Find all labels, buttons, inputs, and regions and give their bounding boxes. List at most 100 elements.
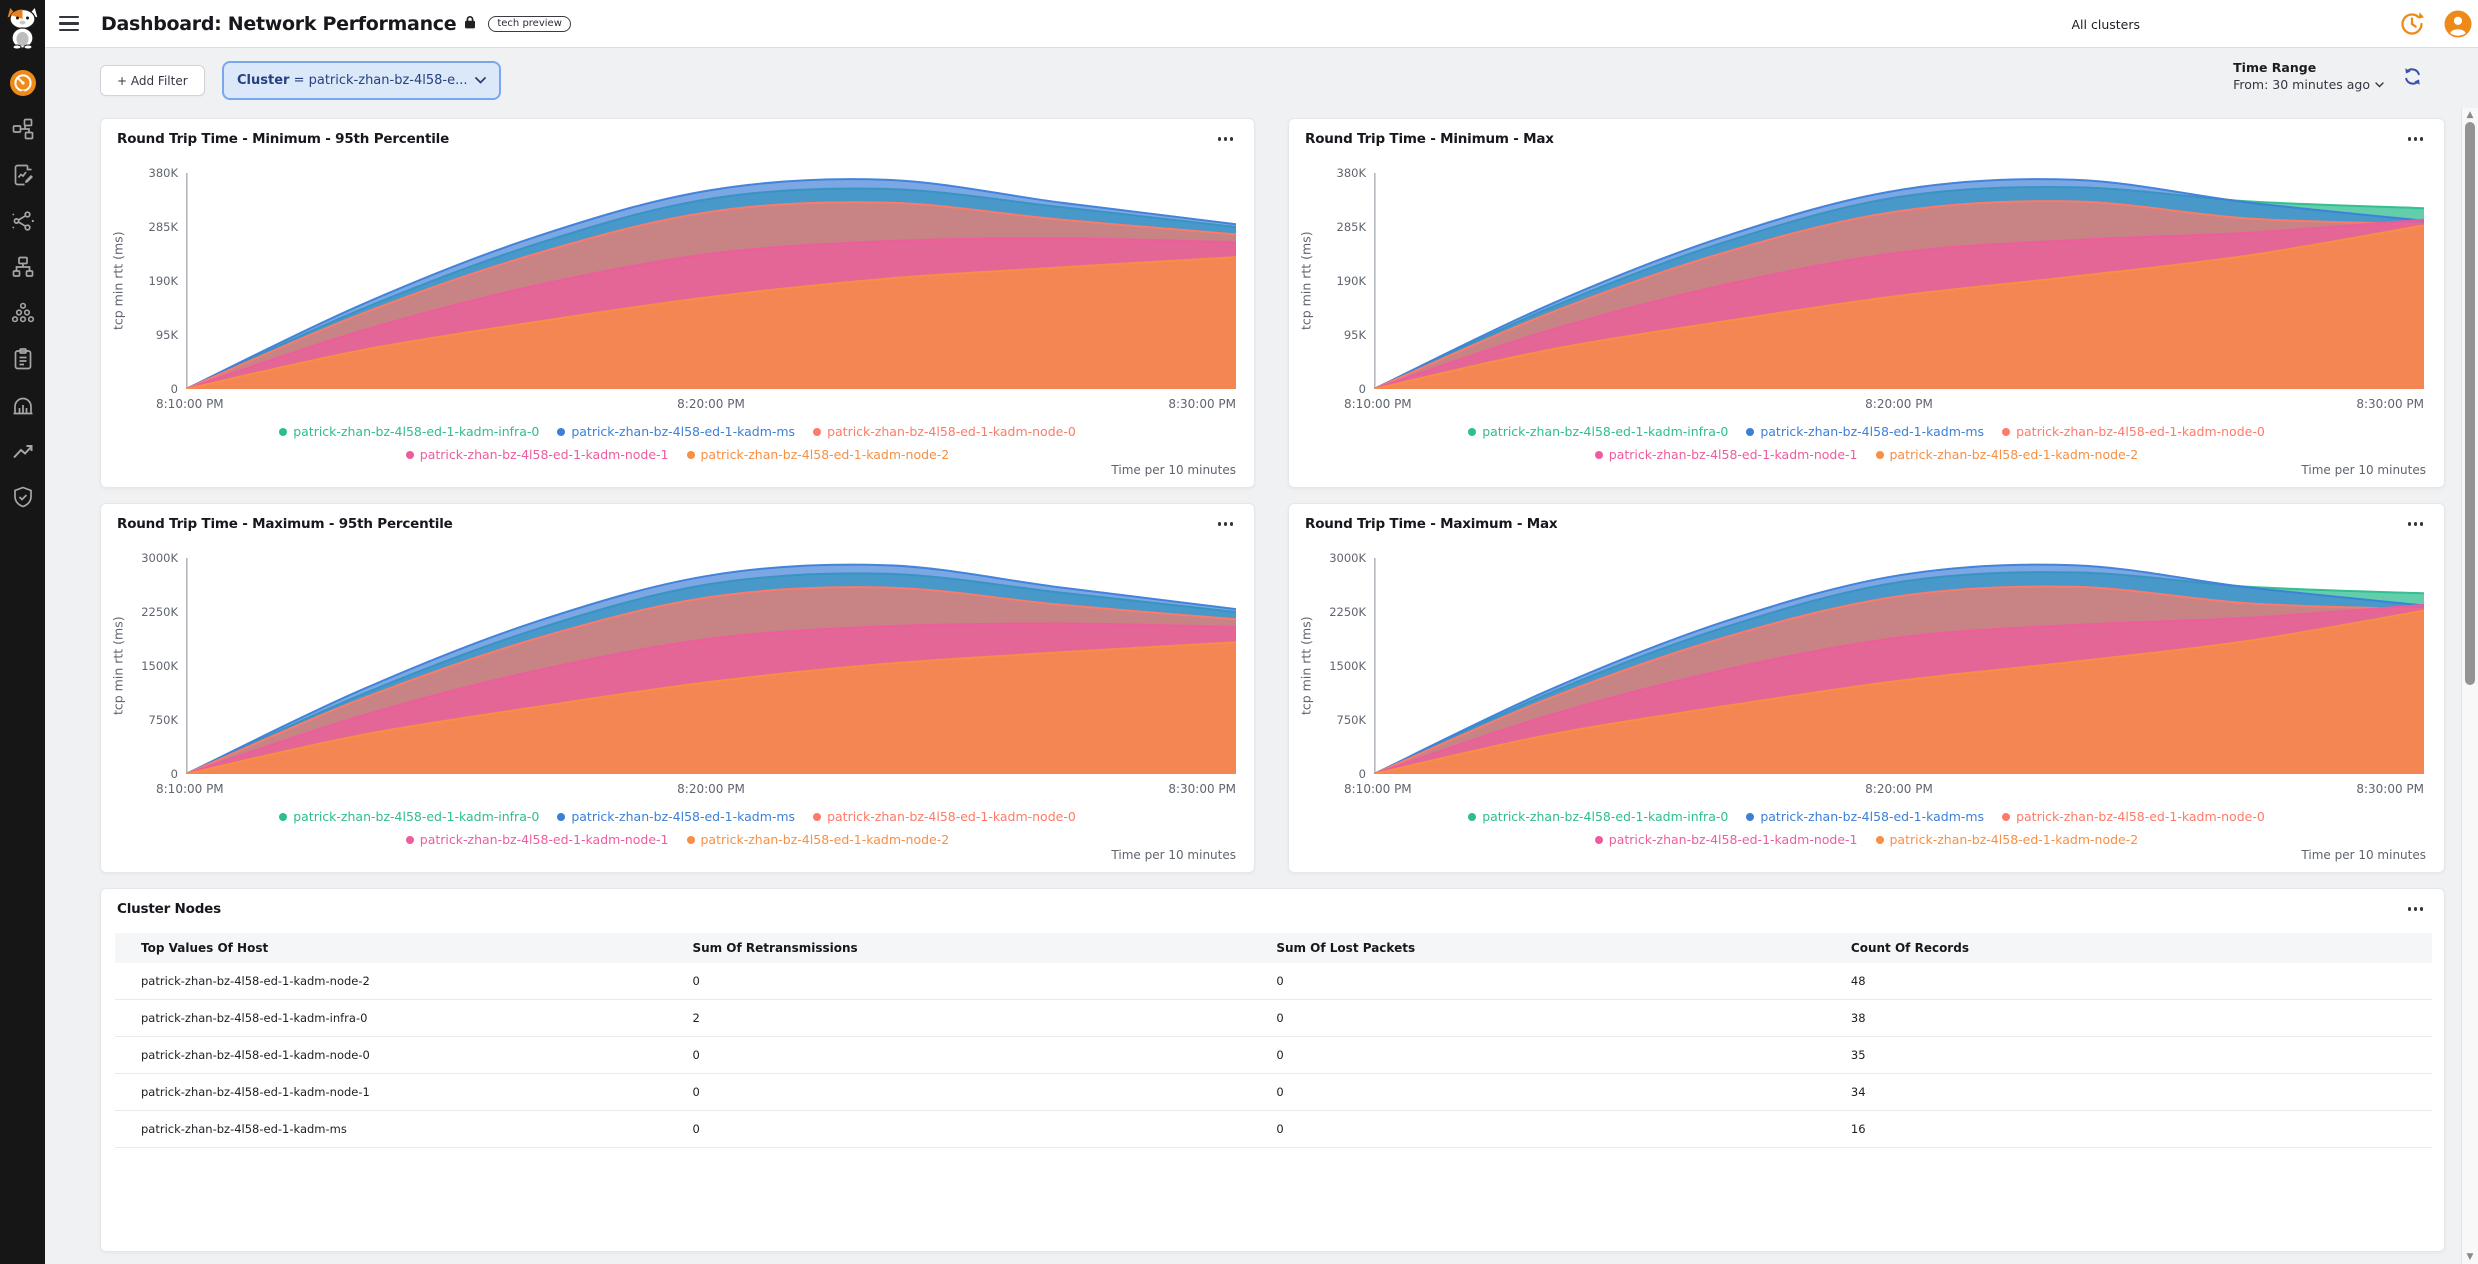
trend-up-icon[interactable] [0,428,45,474]
legend-marker-icon [279,813,288,821]
legend-item[interactable]: patrick-zhan-bz-4l58-ed-1-kadm-ms [557,806,795,828]
legend-item[interactable]: patrick-zhan-bz-4l58-ed-1-kadm-node-1 [405,829,669,851]
topology-icon[interactable] [0,106,45,152]
table-cell: 16 [1850,1122,1866,1136]
scrollbar-up-arrow[interactable]: ▲ [2466,110,2474,120]
panel-title: Round Trip Time - Maximum - 95th Percent… [117,516,453,532]
time-per-note: Time per 10 minutes [2301,463,2426,477]
table-cell: 48 [1850,974,1866,988]
legend-item[interactable]: patrick-zhan-bz-4l58-ed-1-kadm-ms [1746,421,1984,443]
panel-menu-button[interactable] [1215,134,1237,144]
cluster-filter-pill[interactable]: Cluster = patrick-zhan-bz-4l58-e... [222,61,502,100]
legend-row: patrick-zhan-bz-4l58-ed-1-kadm-infra-0 pa… [1289,420,2444,443]
menu-icon[interactable] [59,16,79,31]
network-hierarchy-icon[interactable] [0,244,45,290]
legend-item[interactable]: patrick-zhan-bz-4l58-ed-1-kadm-node-0 [813,421,1076,443]
time-per-note: Time per 10 minutes [1111,463,1236,477]
legend-marker-icon [1594,451,1603,459]
legend-item[interactable]: patrick-zhan-bz-4l58-ed-1-kadm-infra-0 [1468,806,1728,828]
legend-label: patrick-zhan-bz-4l58-ed-1-kadm-node-1 [1608,832,1858,847]
legend-item[interactable]: patrick-zhan-bz-4l58-ed-1-kadm-ms [557,421,795,443]
legend-item[interactable]: patrick-zhan-bz-4l58-ed-1-kadm-node-1 [405,444,669,466]
legend-item[interactable]: patrick-zhan-bz-4l58-ed-1-kadm-node-0 [813,806,1076,828]
area-chart[interactable] [1374,173,2424,389]
legend-item[interactable]: patrick-zhan-bz-4l58-ed-1-kadm-node-0 [2002,421,2265,443]
chart-legend: patrick-zhan-bz-4l58-ed-1-kadm-infra-0 pa… [1289,805,2444,851]
legend-item[interactable]: patrick-zhan-bz-4l58-ed-1-kadm-node-2 [686,444,950,466]
legend-label: patrick-zhan-bz-4l58-ed-1-kadm-node-2 [1889,832,2139,847]
table-cell: patrick-zhan-bz-4l58-ed-1-kadm-node-0 [141,1048,370,1062]
legend-marker-icon [686,451,695,459]
legend-item[interactable]: patrick-zhan-bz-4l58-ed-1-kadm-ms [1746,806,1984,828]
page-title: Dashboard: Network Performance [101,12,457,35]
table-cell: patrick-zhan-bz-4l58-ed-1-kadm-node-1 [141,1085,370,1099]
legend-item[interactable]: patrick-zhan-bz-4l58-ed-1-kadm-node-2 [1875,829,2139,851]
area-chart[interactable] [186,558,1236,774]
cluster-group-icon[interactable] [0,290,45,336]
dot [2413,907,2417,911]
area-chart[interactable] [186,173,1236,389]
area-chart[interactable] [1374,558,2424,774]
legend-item[interactable]: patrick-zhan-bz-4l58-ed-1-kadm-node-0 [2002,806,2265,828]
cluster-selector[interactable]: All clusters [2071,17,2141,32]
dot [2407,522,2411,526]
vertical-scrollbar[interactable]: ▲ ▼ [2461,108,2478,1264]
time-per-note: Time per 10 minutes [2301,848,2426,862]
scrollbar-thumb[interactable] [2465,122,2475,685]
legend-item[interactable]: patrick-zhan-bz-4l58-ed-1-kadm-node-2 [1875,444,2138,466]
chevron-down-icon [2375,81,2384,87]
report-edit-icon[interactable] [0,152,45,198]
legend-item[interactable]: patrick-zhan-bz-4l58-ed-1-kadm-infra-0 [279,806,539,828]
panel-rtt-max-95th: Round Trip Time - Maximum - 95th Percent… [100,503,1255,873]
panel-menu-button[interactable] [2405,904,2427,914]
legend-label: patrick-zhan-bz-4l58-ed-1-kadm-node-2 [700,832,950,847]
table-cell: patrick-zhan-bz-4l58-ed-1-kadm-node-2 [141,974,370,988]
legend-item[interactable]: patrick-zhan-bz-4l58-ed-1-kadm-infra-0 [1468,421,1728,443]
legend-label: patrick-zhan-bz-4l58-ed-1-kadm-node-0 [827,424,1076,439]
legend-row: patrick-zhan-bz-4l58-ed-1-kadm-node-1 pat… [101,828,1254,851]
dot [2419,137,2423,141]
gauge-icon[interactable] [0,60,45,106]
dot [2413,522,2417,526]
legend-row: patrick-zhan-bz-4l58-ed-1-kadm-node-1 pat… [1289,828,2444,851]
table-column-header: Top Values Of Host [141,941,269,955]
scrollbar-down-arrow[interactable]: ▼ [2466,1252,2474,1262]
legend-label: patrick-zhan-bz-4l58-ed-1-kadm-infra-0 [293,424,540,439]
legend-marker-icon [1468,428,1477,436]
share-graph-icon[interactable] [0,198,45,244]
shield-check-icon[interactable] [0,474,45,520]
x-axis-tick: 8:20:00 PM [677,397,745,411]
history-icon[interactable] [2398,10,2426,38]
legend-item[interactable]: patrick-zhan-bz-4l58-ed-1-kadm-node-1 [1594,829,1858,851]
panel-menu-button[interactable] [1215,519,1237,529]
legend-label: patrick-zhan-bz-4l58-ed-1-kadm-ms [1760,424,1985,439]
dashboard-content: + Add Filter Cluster = patrick-zhan-bz-4… [45,48,2478,1264]
legend-row: patrick-zhan-bz-4l58-ed-1-kadm-infra-0 pa… [101,420,1254,443]
legend-marker-icon [1468,813,1477,821]
panel-menu-button[interactable] [2405,134,2427,144]
x-axis-tick: 8:30:00 PM [1168,397,1236,411]
clipboard-icon[interactable] [0,336,45,382]
dot [1229,522,1233,526]
y-axis-tick: 0 [1358,382,1366,396]
legend-item[interactable]: patrick-zhan-bz-4l58-ed-1-kadm-node-2 [686,829,950,851]
legend-label: patrick-zhan-bz-4l58-ed-1-kadm-node-2 [700,447,950,462]
panel-title: Round Trip Time - Minimum - 95th Percent… [117,131,450,147]
dot [2407,137,2411,141]
legend-item[interactable]: patrick-zhan-bz-4l58-ed-1-kadm-node-1 [1594,444,1858,466]
table-cell: 0 [692,1122,700,1136]
user-avatar-icon[interactable] [2444,10,2472,38]
panel-menu-button[interactable] [2405,519,2427,529]
table-row: patrick-zhan-bz-4l58-ed-1-kadm-infra-0 2 0… [115,1000,2432,1037]
bar-chart-icon[interactable] [0,382,45,428]
legend-marker-icon [2002,813,2011,821]
table-cell: patrick-zhan-bz-4l58-ed-1-kadm-infra-0 [141,1011,368,1025]
refresh-icon[interactable] [2402,66,2423,87]
cat-logo[interactable] [4,5,41,50]
add-filter-button[interactable]: + Add Filter [100,65,205,96]
table-cell: 0 [1276,974,1284,988]
dot [2419,907,2423,911]
filter-value: = patrick-zhan-bz-4l58-e... [293,73,468,88]
legend-item[interactable]: patrick-zhan-bz-4l58-ed-1-kadm-infra-0 [279,421,539,443]
time-range-value[interactable]: From: 30 minutes ago [2233,77,2384,92]
